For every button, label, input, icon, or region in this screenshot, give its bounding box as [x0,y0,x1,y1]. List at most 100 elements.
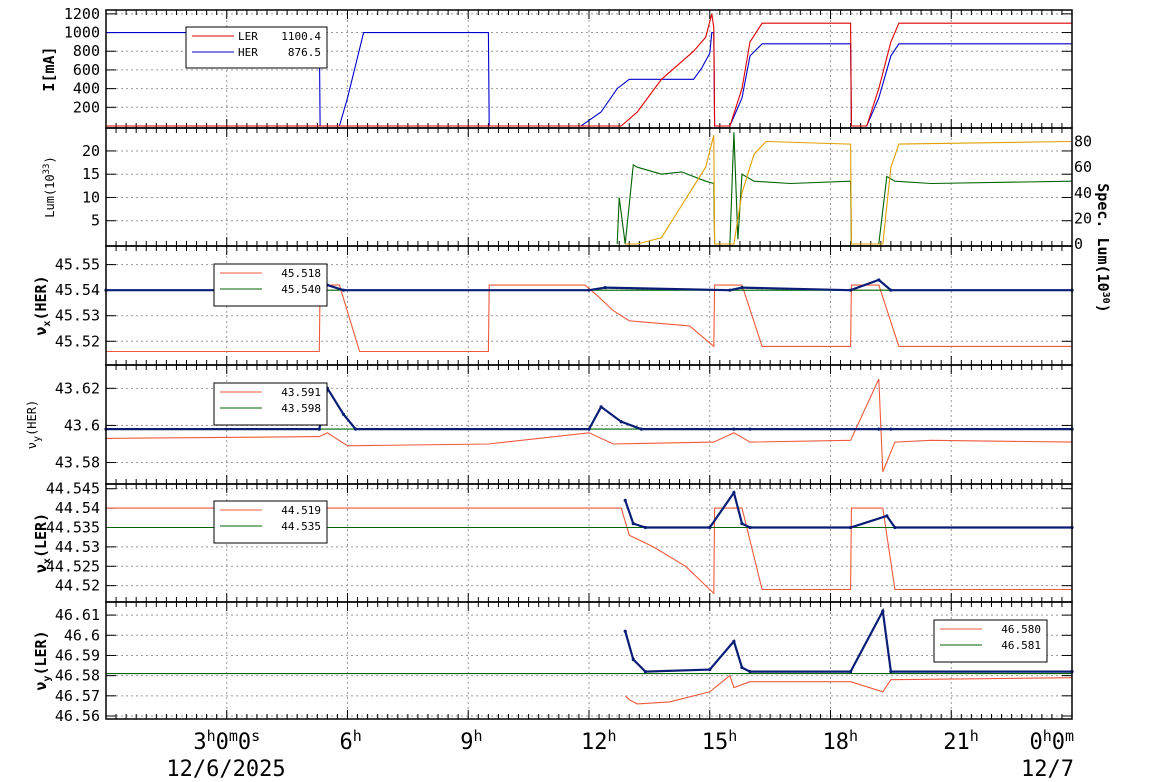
y2-tick-label: 40 [1074,184,1092,202]
data-point [849,669,853,674]
data-point [849,288,853,292]
y-tick-label: 46.56 [55,707,100,725]
y-axis-label: νy(LER) [32,630,53,690]
data-point [341,288,346,292]
y-tick-label: 43.58 [55,454,100,472]
y-tick-label: 20 [82,142,100,160]
data-point [603,286,607,290]
data-point [881,609,885,613]
legend-value: 46.581 [1001,639,1041,652]
legend-box [185,26,328,69]
y-tick-label: 46.58 [55,667,100,685]
data-point [631,522,635,526]
legend-box [213,500,328,544]
data-point [885,514,889,518]
data-point [877,427,881,431]
y2-axis-label: Spec. Lum(1030) [1094,183,1112,312]
y-tick-label: 44.53 [55,538,100,556]
legend-value: 876.5 [288,46,321,59]
y-tick-label: 45.52 [55,332,100,350]
legend-label: HER [238,46,258,59]
x-tick-label: 12h [581,727,617,755]
legend-value: 44.535 [281,520,321,533]
series-line-measured [106,385,1072,431]
y-axis-label: νy(HER) [25,400,43,449]
data-point [748,669,752,674]
data-point [587,288,591,292]
panel-frame [105,601,1073,720]
data-point [643,525,647,530]
series-line-setting [106,284,1072,353]
data-point [708,667,712,672]
y-tick-label: 200 [73,98,100,116]
y2-tick-label: 20 [1074,209,1092,227]
data-point [599,405,603,409]
data-point [341,412,346,416]
data-point [623,629,627,633]
data-point [732,639,736,643]
data-point [728,288,732,292]
date-label-left: 12/6/2025 [166,757,285,782]
y-tick-label: 10 [82,188,100,206]
y-tick-label: 43.62 [55,379,100,397]
x-tick-label: 18h [823,727,859,755]
series-line-lum [616,132,1073,245]
series-line-setting [624,674,1073,705]
legend-label: LER [238,30,258,43]
data-point [740,286,744,290]
data-point [849,525,853,530]
y-tick-label: 44.54 [55,499,100,517]
y-tick-label: 46.57 [55,687,100,705]
y-tick-label: 43.6 [64,416,100,434]
y-tick-label: 44.535 [46,518,100,536]
series-line-setting [105,378,1073,473]
y-tick-label: 46.6 [64,626,100,644]
data-point [639,427,643,431]
y-axis-label: νx(HER) [32,275,53,335]
data-point [889,669,893,674]
y-tick-label: 5 [91,212,100,230]
legend-value: 46.580 [1001,623,1041,636]
y-tick-label: 1200 [64,5,100,23]
legend-value: 43.591 [281,386,321,399]
data-point [732,490,736,495]
data-point [623,498,627,502]
data-point [877,278,881,282]
y-tick-label: 45.54 [55,281,100,299]
legend-value: 45.540 [281,283,321,296]
legend-box [933,619,1048,663]
y-tick-label: 44.545 [46,480,100,498]
y-axis-label: νx(LER) [32,513,53,573]
y-axis-label: I[mA] [40,46,58,91]
data-point [889,288,893,292]
data-point [708,525,712,530]
legend-value: 43.598 [281,402,321,415]
y-tick-label: 15 [82,165,100,183]
y-tick-label: 800 [73,42,100,60]
x-tick-label: 6h [340,727,362,755]
data-point [353,427,358,431]
legend-box [213,263,328,307]
x-tick-label: 0h0m [1029,727,1074,755]
y-tick-label: 46.61 [55,606,100,624]
data-point [740,665,744,670]
series-line-setting [106,507,1072,595]
x-tick-label: 15h [702,727,738,755]
legend-value: 45.518 [281,267,321,280]
data-point [619,420,623,424]
data-point [317,427,321,431]
y-tick-label: 44.52 [55,577,100,595]
data-point [889,427,893,431]
x-tick-label: 9h [460,727,482,755]
legend-value: 1100.4 [281,30,321,43]
y-axis-label: Lum(1033) [42,156,57,217]
y2-tick-label: 80 [1074,133,1092,151]
series-line-ler [106,13,1072,127]
y-tick-label: 1000 [64,24,100,42]
y-tick-label: 46.59 [55,646,100,664]
data-point [748,525,752,530]
data-point [732,427,736,431]
data-point [893,525,897,530]
x-tick-label: 21h [943,727,979,755]
